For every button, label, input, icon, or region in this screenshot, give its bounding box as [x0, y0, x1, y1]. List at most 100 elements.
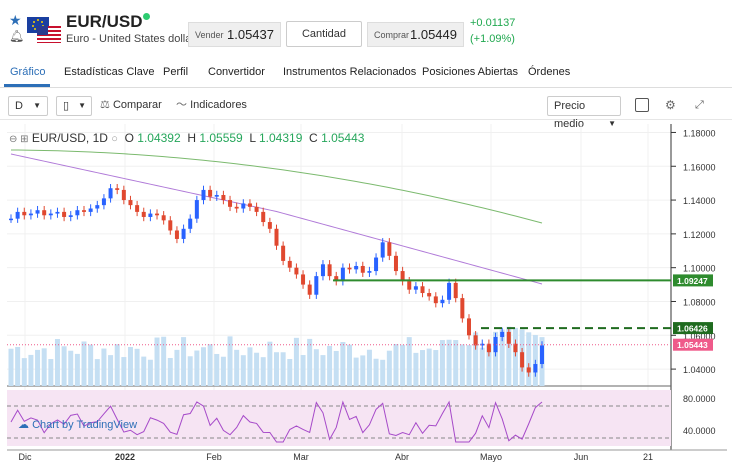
- alert-bell-icon[interactable]: 🔔︎: [9, 29, 25, 43]
- candle-body: [407, 281, 412, 290]
- x-tick-label: 2022: [115, 452, 135, 462]
- volume-bar: [254, 352, 260, 386]
- rsi-tick-label: 80.0000: [683, 394, 716, 404]
- candle-body: [208, 189, 213, 197]
- volume-bar: [353, 357, 359, 386]
- screenshot-icon[interactable]: [635, 98, 649, 112]
- tab-grafico[interactable]: Gráfico: [10, 66, 46, 78]
- candle-body: [241, 203, 246, 209]
- chart-type-select[interactable]: ▯ ▼: [56, 96, 92, 116]
- volume-bar: [380, 359, 386, 386]
- candle-body: [453, 282, 458, 299]
- favorite-star-icon[interactable]: ★: [9, 12, 22, 28]
- volume-bar: [35, 349, 41, 386]
- volume-bar: [260, 357, 266, 386]
- sell-button[interactable]: Vender 1.05437: [188, 22, 281, 47]
- candle-body: [320, 264, 325, 277]
- candle-body: [214, 194, 219, 197]
- indicators-label: Indicadores: [190, 99, 247, 111]
- candle-body: [314, 276, 319, 295]
- eur-usd-flag-icon: [27, 17, 61, 43]
- y-tick-label: 1.08000: [683, 297, 716, 307]
- indicators-button[interactable]: 〜 Indicadores: [176, 96, 247, 116]
- tradingview-attribution[interactable]: ☁ Chart by TradingView: [18, 418, 137, 431]
- volume-bar: [373, 358, 379, 386]
- compare-icon: ⚖: [100, 99, 110, 111]
- volume-bar: [267, 341, 273, 386]
- fullscreen-icon[interactable]: ⤢: [695, 99, 704, 111]
- candle-body: [513, 343, 518, 353]
- volume-bar: [94, 359, 100, 386]
- buy-price: 1.05449: [410, 27, 457, 42]
- volume-bar: [61, 346, 67, 386]
- volume-bar: [200, 347, 206, 386]
- volume-bar: [101, 348, 107, 386]
- volume-bar: [453, 340, 459, 386]
- price-label-text: 1.09247: [677, 276, 708, 286]
- candle-body: [267, 222, 272, 229]
- tab-ordenes[interactable]: Órdenes: [528, 66, 571, 78]
- legend-high-value: 1.05559: [199, 131, 243, 145]
- volume-bar: [54, 339, 60, 386]
- candle-body: [380, 242, 385, 258]
- candle-body: [526, 367, 531, 373]
- volume-bar: [141, 356, 147, 386]
- volume-bar: [121, 357, 127, 386]
- candle-body: [101, 198, 106, 206]
- volume-bar: [15, 346, 21, 386]
- candle-body: [62, 211, 67, 217]
- x-tick-label: Feb: [206, 452, 222, 462]
- volume-bar: [127, 346, 133, 386]
- tab-perfil[interactable]: Perfil: [163, 66, 189, 78]
- sell-price: 1.05437: [227, 27, 274, 42]
- volume-bar: [420, 350, 426, 386]
- volume-bar: [227, 336, 233, 386]
- candle-body: [440, 299, 445, 304]
- volume-bar: [234, 349, 240, 386]
- buy-button[interactable]: Comprar 1.05449: [367, 22, 464, 47]
- tab-posiciones[interactable]: Posiciones Abiertas: [422, 66, 518, 78]
- volume-bar: [48, 359, 54, 386]
- candle-body: [95, 205, 100, 209]
- volume-bar: [333, 350, 339, 386]
- collapse-legend-icon[interactable]: ⊖ ⊞: [9, 134, 29, 145]
- candle-body: [486, 343, 491, 353]
- candle-body: [168, 220, 173, 231]
- candle-body: [68, 215, 73, 217]
- legend-low-value: 1.04319: [258, 131, 303, 145]
- volume-bar: [147, 359, 153, 386]
- moving-average-long: [10, 149, 543, 224]
- volume-bar: [174, 349, 180, 386]
- interval-select[interactable]: D ▼: [8, 96, 48, 116]
- chevron-down-icon: ▼: [608, 119, 616, 128]
- candle-body: [135, 205, 140, 212]
- candle-body: [287, 260, 292, 268]
- sell-label: Vender: [195, 30, 224, 40]
- x-tick-label: Jun: [574, 452, 589, 462]
- quantity-input[interactable]: Cantidad: [286, 21, 362, 47]
- compare-button[interactable]: ⚖ Comparar: [100, 96, 162, 116]
- tab-estadisticas[interactable]: Estadísticas Clave: [64, 66, 155, 78]
- price-type-select[interactable]: Precio medio ▼: [547, 96, 621, 130]
- y-tick-label: 1.18000: [683, 128, 716, 138]
- volume-bar: [512, 327, 518, 386]
- change-percent: (+1.09%): [470, 33, 515, 45]
- candle-body: [347, 267, 352, 270]
- volume-bar: [386, 350, 392, 386]
- price-label-text: 1.06426: [677, 324, 708, 334]
- market-open-dot: [143, 13, 150, 20]
- change-absolute: +0.01137: [470, 17, 516, 29]
- tab-instrumentos[interactable]: Instrumentos Relacionados: [283, 66, 417, 78]
- candle-body: [188, 218, 193, 229]
- x-tick-label: Mayo: [480, 452, 502, 462]
- candle-body: [340, 267, 345, 282]
- tab-convertidor[interactable]: Convertidor: [208, 66, 265, 78]
- legend-close-value: 1.05443: [321, 131, 365, 145]
- settings-gear-icon[interactable]: ⚙: [665, 98, 676, 112]
- volume-bar: [167, 357, 173, 386]
- candle-body: [334, 276, 339, 282]
- candle-body: [367, 271, 372, 273]
- volume-bar: [293, 337, 299, 386]
- price-chart[interactable]: 1.18000 1.16000 1.14000 1.12000 1.10000 1.080…: [7, 124, 727, 472]
- volume-bar: [68, 350, 74, 386]
